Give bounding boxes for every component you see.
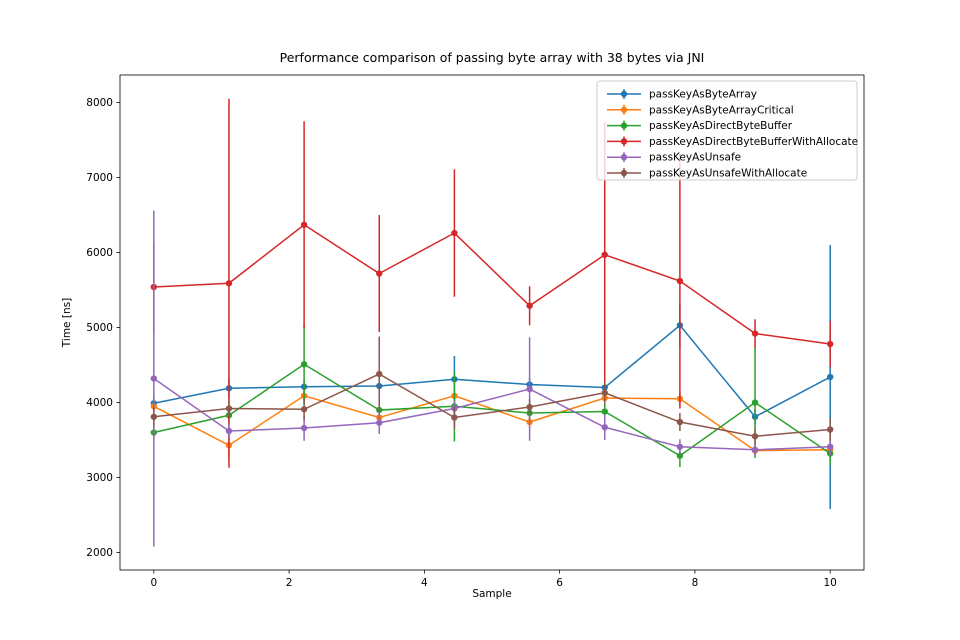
data-point <box>376 270 383 277</box>
data-point <box>225 280 233 287</box>
data-point <box>676 418 684 426</box>
data-point <box>451 229 458 237</box>
data-point <box>526 385 533 393</box>
series-line <box>153 363 831 457</box>
data-point <box>601 251 608 258</box>
series-line <box>153 324 831 418</box>
legend-marker <box>620 122 628 129</box>
data-point <box>526 403 533 411</box>
series-line <box>153 394 831 452</box>
data-point <box>676 277 684 285</box>
data-point <box>225 427 233 435</box>
data-point <box>300 361 308 368</box>
x-tick-label: 4 <box>421 577 428 589</box>
legend-box <box>596 80 858 181</box>
legend-marker <box>620 138 628 145</box>
data-point <box>751 446 759 453</box>
data-point <box>676 443 684 450</box>
data-point <box>225 405 233 412</box>
legend-item-label: passKeyAsByteArrayCritical <box>649 104 794 116</box>
data-point <box>376 370 383 378</box>
legend-marker <box>620 90 628 98</box>
legend-marker <box>620 106 628 114</box>
x-tick-label: 10 <box>823 577 836 589</box>
y-tick-label: 8000 <box>86 97 113 109</box>
data-point <box>826 340 834 348</box>
data-point <box>150 413 158 420</box>
x-tick-label: 0 <box>150 577 157 589</box>
data-point <box>376 419 383 426</box>
data-point <box>826 426 834 433</box>
data-point <box>300 221 308 228</box>
y-tick-label: 3000 <box>86 472 113 484</box>
data-point <box>751 433 759 440</box>
y-tick-label: 6000 <box>86 247 113 259</box>
x-axis-label: Sample <box>472 588 511 600</box>
series-line <box>153 223 831 345</box>
x-tick-label: 8 <box>692 577 699 589</box>
data-point <box>526 302 533 309</box>
y-tick-label: 2000 <box>86 547 113 559</box>
data-point <box>300 424 308 432</box>
data-point <box>751 330 759 337</box>
data-point <box>601 408 608 415</box>
series-line <box>153 377 831 451</box>
plot-frame <box>119 74 865 571</box>
y-tick-label: 5000 <box>86 322 113 334</box>
data-point <box>601 389 608 396</box>
legend-item-label: passKeyAsDirectByteBuffer <box>649 120 793 132</box>
x-tick-label: 2 <box>286 577 293 589</box>
legend-marker <box>620 169 628 177</box>
legend-item-label: passKeyAsUnsafeWithAllocate <box>649 168 807 180</box>
legend-marker <box>620 154 628 161</box>
legend-item-label: passKeyAsDirectByteBufferWithAllocate <box>649 136 858 148</box>
y-tick-label: 7000 <box>86 172 113 184</box>
data-point <box>601 424 608 431</box>
data-point <box>676 452 684 459</box>
data-point <box>300 406 308 413</box>
y-axis-label: Time [ns] <box>61 298 73 348</box>
series-line <box>153 373 831 438</box>
legend-item-label: passKeyAsUnsafe <box>649 152 741 164</box>
data-point <box>826 443 834 450</box>
y-tick-label: 4000 <box>86 397 113 409</box>
x-tick-label: 6 <box>556 577 563 589</box>
data-point <box>451 414 458 421</box>
plot-area: 0 2 4 6 8 10 2000 3000 4000 5000 6000 7000 8000 passK… <box>86 74 865 589</box>
chart-title: Performance comparison of passing byte a… <box>280 50 705 65</box>
legend-item-label: passKeyAsByteArray <box>649 89 757 101</box>
data-point <box>751 399 759 406</box>
data-point <box>826 373 834 381</box>
data-point <box>150 375 158 382</box>
